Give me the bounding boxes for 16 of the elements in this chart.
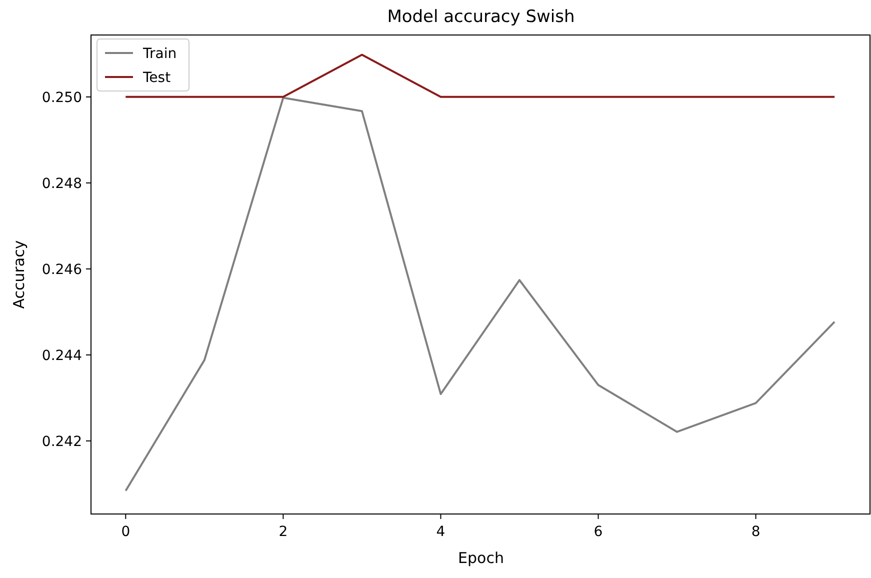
- y-tick-label: 0.250: [42, 90, 82, 106]
- y-tick-label: 0.242: [42, 434, 82, 450]
- y-tick-label: 0.246: [42, 262, 82, 278]
- x-tick-label: 8: [751, 524, 760, 540]
- y-axis-title: Accuracy: [10, 240, 28, 309]
- x-tick-label: 4: [436, 524, 446, 540]
- x-tick-label: 6: [594, 524, 603, 540]
- line-series: [124, 96, 836, 492]
- y-tick-label: 0.244: [42, 348, 82, 364]
- legend-label: Train: [142, 46, 177, 62]
- x-tick-label: 0: [121, 524, 130, 540]
- chart-title: Model accuracy Swish: [387, 7, 575, 27]
- y-tick-label: 0.248: [42, 176, 82, 192]
- legend-label: Test: [142, 70, 172, 86]
- x-tick-label: 2: [278, 524, 288, 540]
- x-axis-title: Epoch: [458, 549, 504, 567]
